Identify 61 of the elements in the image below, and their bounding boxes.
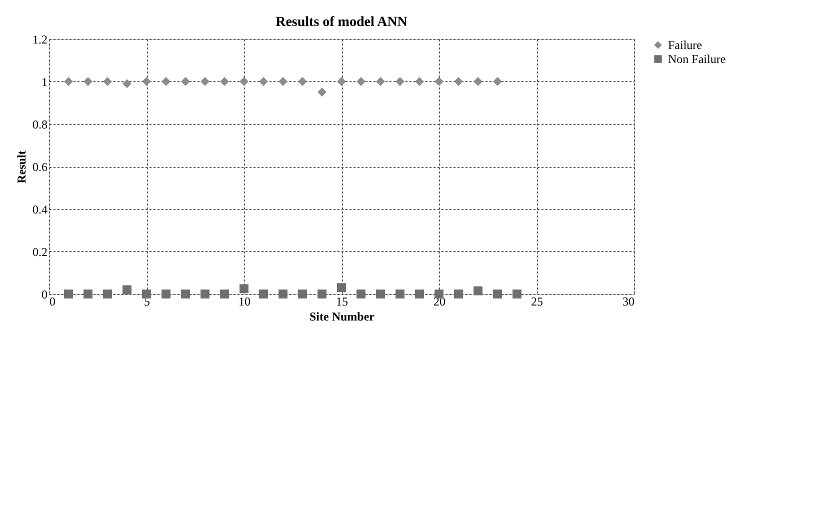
point	[356, 290, 366, 298]
chart-title: Results of model ANN	[276, 15, 408, 30]
point	[259, 77, 268, 86]
y-tick-label: 0.2	[32, 245, 48, 259]
point	[84, 77, 92, 86]
point	[64, 77, 73, 86]
point	[278, 77, 288, 86]
point	[181, 290, 190, 298]
point	[474, 286, 482, 296]
point	[162, 290, 170, 298]
y-tick-label: 0.8	[32, 118, 48, 132]
point	[200, 290, 210, 298]
point	[493, 77, 502, 86]
y-tick-label: 0.6	[32, 160, 48, 174]
point	[240, 77, 248, 86]
y-tick-label: 0.4	[32, 202, 48, 216]
point	[220, 77, 229, 86]
y-tick-label: 1.2	[32, 32, 48, 46]
point	[103, 290, 112, 298]
x-tick-label: 15	[336, 294, 348, 308]
point	[396, 77, 404, 86]
y-tick-label: 1	[42, 75, 48, 89]
point	[142, 290, 151, 298]
point	[434, 77, 444, 86]
point	[122, 285, 132, 294]
point	[278, 290, 288, 298]
point	[493, 290, 502, 298]
point	[181, 77, 190, 86]
point	[415, 77, 424, 86]
point	[337, 283, 346, 292]
point	[454, 290, 463, 298]
point	[415, 290, 424, 298]
point	[298, 77, 307, 86]
x-tick-label: 10	[238, 294, 250, 308]
point	[318, 88, 326, 97]
point	[474, 77, 482, 86]
point	[162, 77, 170, 86]
x-axis-title: Site Number	[310, 310, 376, 324]
y-axis-title: Result	[14, 150, 28, 184]
point	[64, 290, 73, 298]
point	[220, 290, 229, 298]
x-tick-label: 25	[531, 294, 543, 308]
x-tick-label: 30	[622, 294, 634, 308]
point	[376, 77, 385, 86]
point	[454, 77, 463, 86]
legend-label: Non Failure	[668, 52, 726, 66]
point	[259, 290, 268, 298]
point	[356, 77, 366, 86]
point	[512, 290, 522, 298]
point	[337, 77, 346, 86]
point	[396, 290, 404, 298]
point	[103, 77, 112, 86]
point	[84, 290, 92, 298]
point	[298, 290, 307, 298]
point	[200, 77, 210, 86]
point	[142, 77, 151, 86]
point	[318, 290, 326, 298]
legend-label: Failure	[668, 38, 702, 52]
point	[240, 284, 248, 294]
point	[122, 79, 132, 88]
point	[376, 290, 385, 298]
